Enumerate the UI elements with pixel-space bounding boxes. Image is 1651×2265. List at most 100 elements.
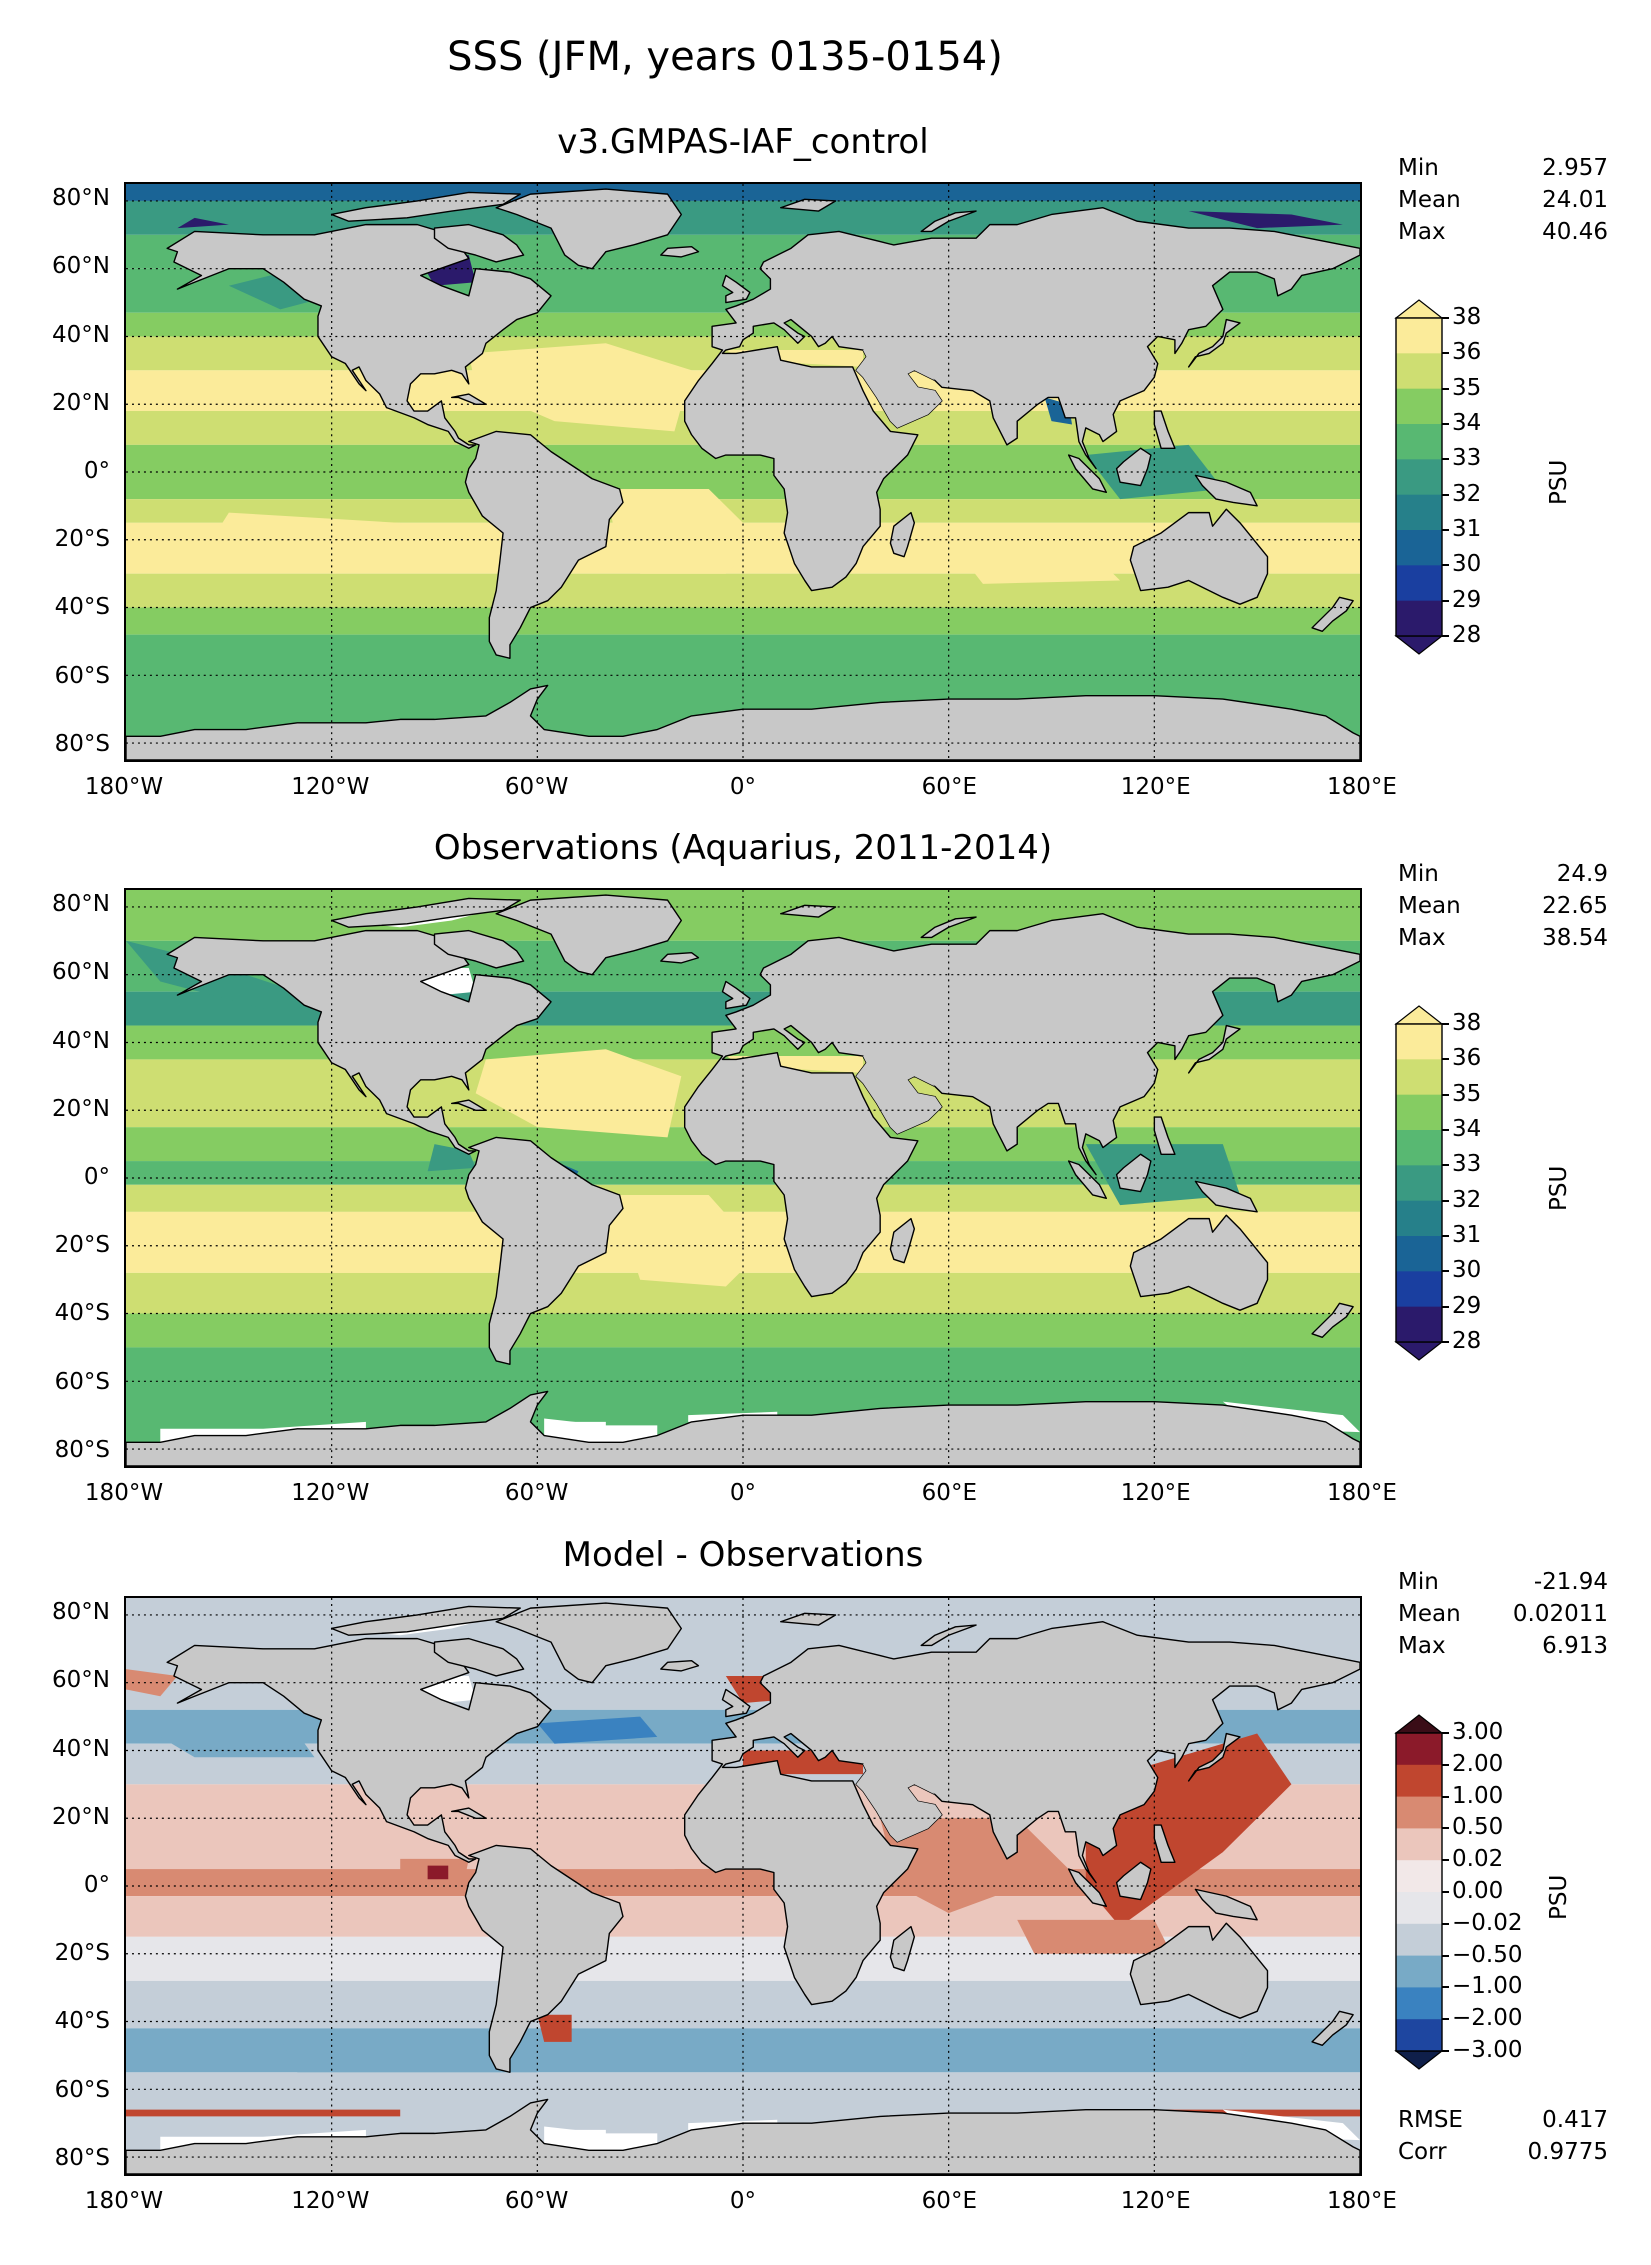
colorbar-tick-label: 35 [1452,1080,1482,1107]
colorbar-segment [1396,565,1442,602]
land-new-zealand [1311,2010,1354,2046]
land-borneo [1115,1861,1152,1901]
land-arctic-isles [330,191,521,222]
colorbar-tick-label: 28 [1452,622,1482,648]
colorbar-tick [1442,1341,1449,1343]
colorbar-tick-label: 2.00 [1452,1750,1504,1777]
colorbar-tick [1442,1986,1449,1989]
land-iceland [660,1659,700,1672]
colorbar-segment [1396,1306,1442,1343]
land-arabia-fill [856,1049,942,1134]
land-new-zealand [1311,1302,1354,1338]
land-sumatra [1067,1160,1108,1200]
lon-tick-label: 180°E [1327,774,1397,800]
colorbar-graphic [1394,299,1444,655]
lat-tick-label: 60°N [52,1667,110,1694]
graticule [126,890,1360,1466]
land-japan [1187,1732,1241,1782]
colorbar-tick-label: 33 [1452,1151,1482,1178]
colorbar-tick-label: 29 [1452,1292,1482,1319]
colorbar-tick [1442,1305,1449,1308]
land-madagascar [889,1217,916,1264]
colorbar-segment [1396,388,1442,425]
colorbar-segment [1396,1796,1442,1829]
panel-3-title: Model - Observations [562,1535,924,1575]
land-greenland [495,894,682,976]
colorbar-tick [1442,529,1449,531]
lon-tick-label: 120°W [291,1480,370,1506]
panel-3-colorbar [1394,1714,1444,2070]
lon-tick-label: 60°E [921,774,977,800]
land-new-zealand [1311,596,1354,632]
colorbar-segment [1396,1892,1442,1925]
land-layer [126,1602,1360,2174]
colorbar-tick [1442,1732,1449,1734]
colorbar-segment [1396,1165,1442,1202]
land-arctic-isles [330,1605,521,1636]
land-greenland [495,1602,682,1684]
land-africa-eurasia [683,207,1360,592]
land-north-america [166,929,552,1155]
colorbar-tick [1442,1270,1449,1273]
colorbar-tick [1442,352,1449,355]
land-philippines [1153,1116,1176,1155]
panel-3-error-stats: RMSE 0.417 Corr 0.9775 [1398,2104,1608,2168]
lat-tick-label: 40°N [52,1735,110,1762]
stat-max: Max 38.54 [1398,925,1608,951]
colorbar-graphic [1394,1714,1444,2070]
colorbar-tick-label: 30 [1452,551,1482,578]
lat-tick-label: 0° [83,1872,110,1898]
land-south-america [464,1136,624,1366]
colorbar-tick-label: −3.00 [1452,2037,1523,2063]
colorbar-tick-label: 34 [1452,410,1482,436]
land-philippines [1153,1824,1176,1863]
land-svalbard [779,904,837,918]
land-new-guinea [1194,1888,1258,1921]
panel-1-title: v3.GMPAS-IAF_control [557,122,929,162]
land-novaya [920,1624,977,1647]
land-antarctica [126,684,1360,760]
lat-tick-label: 0° [83,458,110,484]
stat-rmse: RMSE 0.417 [1398,2107,1608,2133]
stat-min: Min 2.957 [1398,155,1608,181]
land-madagascar [889,1925,916,1972]
lon-tick-label: 180°E [1327,1480,1397,1506]
lat-tick-label: 40°S [54,1300,110,1327]
colorbar-segment [1396,1987,1442,2020]
colorbar-tick [1442,1763,1449,1766]
colorbar-tick [1442,1023,1449,1025]
lon-tick-label: 120°W [291,2188,370,2214]
colorbar-tick-label: 31 [1452,516,1482,542]
colorbar-extension-top [1394,1714,1444,1734]
stat-min: Min 24.9 [1398,861,1608,887]
land-iceland [660,951,700,964]
lat-tick-label: 40°S [54,594,110,621]
land-arabia-fill [856,1757,942,1842]
panel-2-colorbar [1394,1005,1444,1361]
land-philippines [1153,410,1176,449]
land-borneo [1115,1153,1152,1193]
colorbar-segment [1396,1733,1442,1766]
colorbar-tick-label: 31 [1452,1222,1482,1248]
land-svalbard [779,198,837,212]
colorbar-tick [1442,599,1449,602]
colorbar-tick-label: 28 [1452,1328,1482,1354]
lon-tick-label: 120°E [1120,1480,1191,1506]
colorbar-tick [1442,1922,1449,1925]
land-new-guinea [1194,1180,1258,1213]
colorbar-segment [1396,353,1442,390]
land-australia [1129,1922,1269,2019]
land-baffin [433,929,525,969]
lon-tick-label: 0° [729,1480,757,1506]
panel-3-map [124,1596,1362,2176]
lon-tick-label: 180°W [84,2188,164,2214]
lat-tick-label: 0° [83,1164,110,1190]
colorbar-tick [1442,2018,1449,2021]
lon-tick-label: 60°W [504,1480,569,1506]
lon-tick-label: 60°E [921,2188,977,2214]
colorbar-unit-label: PSU [1546,1874,1572,1920]
colorbar-tick [1442,423,1449,425]
colorbar-tick-label: −0.02 [1452,1909,1523,1936]
colorbar-segment [1396,318,1442,354]
colorbar-tick [1442,1795,1449,1798]
